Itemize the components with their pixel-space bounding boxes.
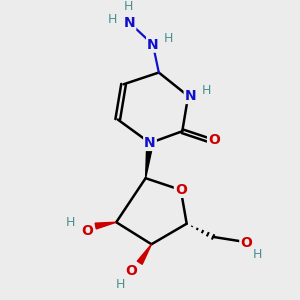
Polygon shape [146, 142, 153, 178]
Text: H: H [116, 278, 125, 291]
Text: O: O [126, 264, 137, 278]
Text: H: H [123, 0, 133, 13]
Text: H: H [65, 216, 75, 229]
Text: O: O [81, 224, 93, 238]
Text: H: H [108, 13, 117, 26]
Text: H: H [164, 32, 173, 45]
Text: O: O [240, 236, 252, 250]
Text: N: N [185, 89, 196, 103]
Text: N: N [147, 38, 159, 52]
Text: H: H [202, 84, 211, 97]
Text: N: N [144, 136, 156, 150]
Text: H: H [252, 248, 262, 261]
Text: O: O [175, 183, 187, 197]
Polygon shape [137, 244, 152, 264]
Text: O: O [208, 133, 220, 147]
Text: N: N [124, 16, 135, 30]
Polygon shape [95, 222, 116, 229]
